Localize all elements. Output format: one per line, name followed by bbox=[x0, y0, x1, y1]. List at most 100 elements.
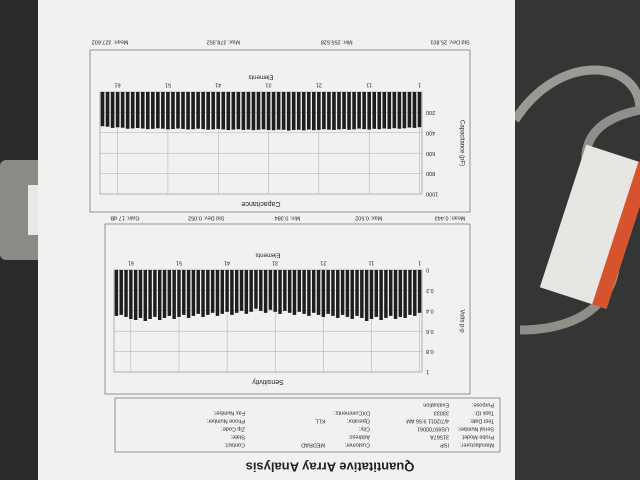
bar bbox=[210, 270, 215, 313]
bar bbox=[216, 92, 221, 129]
bar bbox=[340, 270, 345, 315]
paper: Quantitative Array Analysis Manufacturer:… bbox=[38, 0, 515, 480]
bar bbox=[105, 92, 110, 127]
bar bbox=[412, 92, 417, 128]
chart-box bbox=[89, 49, 471, 213]
bar bbox=[362, 92, 366, 130]
info-value: US99700061 bbox=[417, 426, 449, 432]
bar bbox=[393, 270, 398, 319]
info-label: Customer: bbox=[344, 442, 370, 448]
bar bbox=[326, 270, 330, 314]
x-tick-label: 61 bbox=[115, 82, 121, 88]
x-tick-label: 31 bbox=[272, 260, 278, 266]
y-axis-label: Volts p-p bbox=[458, 309, 464, 333]
bar bbox=[321, 270, 326, 317]
bar bbox=[345, 270, 350, 317]
bar bbox=[379, 270, 383, 320]
bar bbox=[161, 92, 165, 129]
bar bbox=[301, 92, 306, 131]
bar bbox=[239, 270, 244, 311]
stat-text: Gain: 17 dB bbox=[110, 215, 139, 221]
x-tick-label: 11 bbox=[369, 260, 375, 266]
stat-text: Mean: 0.443 bbox=[435, 215, 466, 221]
bar bbox=[372, 92, 377, 129]
stat-text: Min: 255.528 bbox=[321, 39, 353, 45]
bar bbox=[357, 92, 361, 129]
x-tick-label: 51 bbox=[176, 260, 182, 266]
bar bbox=[382, 92, 387, 129]
y-tick-label: 1 bbox=[426, 369, 429, 375]
bar bbox=[292, 270, 297, 315]
bar bbox=[249, 270, 253, 312]
info-label: Fax Number: bbox=[213, 410, 245, 416]
bar bbox=[171, 92, 175, 130]
bar bbox=[231, 92, 236, 130]
info-value: KLL bbox=[315, 418, 325, 424]
chart-title: Capacitance bbox=[241, 200, 280, 207]
sticker-stripe bbox=[592, 161, 640, 309]
bar bbox=[167, 270, 172, 316]
stat-text: Min: 0.384 bbox=[275, 215, 301, 221]
bar bbox=[130, 92, 135, 129]
bar bbox=[129, 270, 133, 319]
bar bbox=[398, 270, 403, 317]
sticker bbox=[539, 144, 640, 309]
bar bbox=[283, 270, 287, 311]
bar bbox=[157, 270, 162, 320]
x-axis-label: Elements bbox=[255, 251, 280, 257]
bar bbox=[230, 270, 234, 315]
bar bbox=[417, 92, 422, 128]
bar bbox=[221, 92, 226, 130]
bar bbox=[124, 270, 128, 317]
bar bbox=[234, 270, 239, 313]
x-tick-label: 21 bbox=[320, 260, 326, 266]
stat-text: Max: 0.502 bbox=[355, 215, 382, 221]
bar bbox=[133, 270, 138, 320]
bar bbox=[417, 270, 422, 313]
bar bbox=[151, 92, 155, 129]
x-tick-label: 41 bbox=[215, 82, 221, 88]
bar bbox=[145, 92, 150, 130]
bar bbox=[166, 92, 170, 130]
bar bbox=[273, 270, 277, 312]
bar bbox=[347, 92, 351, 130]
bar bbox=[220, 270, 225, 314]
bar bbox=[307, 270, 311, 316]
bar bbox=[100, 92, 105, 127]
bar bbox=[254, 270, 258, 309]
bar bbox=[182, 270, 186, 315]
bar bbox=[352, 92, 356, 130]
stat-text: Std Dev: 25.801 bbox=[430, 39, 469, 45]
y-tick-label: 600 bbox=[426, 150, 435, 156]
bar bbox=[186, 270, 191, 318]
info-label: Task ID: bbox=[474, 410, 494, 416]
info-label: Zip Code: bbox=[221, 426, 245, 432]
bar bbox=[268, 270, 273, 310]
info-label: Probe Model: bbox=[461, 434, 494, 440]
bar bbox=[384, 270, 388, 318]
paper-sheet bbox=[38, 0, 515, 480]
bar bbox=[278, 270, 282, 314]
y-tick-label: 0.6 bbox=[426, 328, 434, 334]
bar bbox=[153, 270, 157, 317]
bar bbox=[244, 270, 249, 314]
info-value: 4/7/2011 9:56 AM bbox=[406, 418, 449, 424]
bar bbox=[364, 270, 369, 321]
bar bbox=[138, 270, 143, 318]
x-tick-label: 31 bbox=[265, 82, 271, 88]
stat-text: Max: 378.352 bbox=[207, 39, 240, 45]
bar bbox=[408, 270, 412, 315]
x-tick-label: 1 bbox=[418, 82, 421, 88]
bar bbox=[177, 270, 181, 317]
document-title: Quantitative Array Analysis bbox=[246, 460, 415, 475]
bar bbox=[317, 92, 321, 130]
bar bbox=[276, 92, 281, 130]
bar bbox=[119, 270, 123, 315]
bar bbox=[211, 92, 216, 130]
info-label: Address: bbox=[348, 434, 370, 440]
bar bbox=[342, 92, 346, 130]
bar bbox=[296, 92, 301, 130]
bar bbox=[332, 92, 336, 130]
y-tick-label: 800 bbox=[426, 170, 435, 176]
